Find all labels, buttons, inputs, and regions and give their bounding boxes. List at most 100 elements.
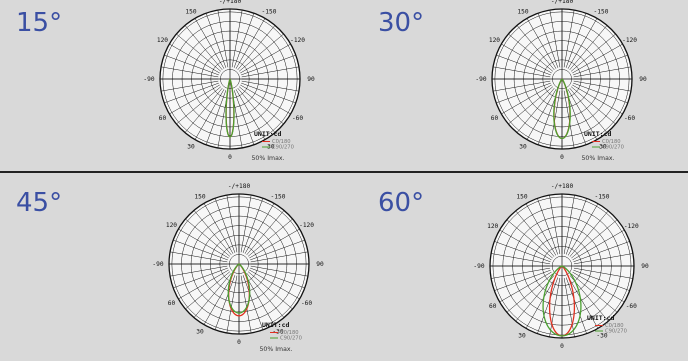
grid-spoke	[573, 66, 631, 78]
angle-label: 150	[185, 8, 196, 15]
grid-spoke	[173, 239, 228, 261]
beam-angle-label: 45°	[16, 188, 63, 218]
angle-label: 30	[519, 144, 527, 151]
angle-label: 60	[168, 300, 176, 307]
polar-chart: -/+1801501209060300-30-60-90-120-150UNIT…	[143, 0, 315, 162]
angle-label: -60	[624, 115, 635, 122]
angle-label: 0	[560, 154, 564, 161]
grid-spoke	[194, 89, 225, 140]
polar-chart: -/+1801501209060300-30-60-90-120-150UNIT…	[475, 0, 647, 162]
grid-spoke	[573, 241, 630, 263]
grid-spoke	[526, 89, 557, 140]
grid-spoke	[549, 195, 561, 254]
angle-label: 120	[166, 222, 177, 229]
grid-spoke	[570, 86, 616, 125]
grid-spoke	[194, 18, 225, 69]
legend-label: C0/180	[272, 139, 291, 145]
grid-spoke	[169, 43, 220, 74]
grid-spoke	[563, 90, 575, 148]
grid-spoke	[493, 80, 551, 92]
angle-label: -120	[624, 223, 639, 230]
grid-spoke	[214, 198, 236, 253]
angle-label: 90	[307, 76, 315, 83]
grid-spoke	[506, 273, 553, 313]
grid-spoke	[572, 43, 623, 74]
angle-label: 60	[489, 303, 497, 310]
grid-spoke	[571, 273, 618, 313]
angle-label: -90	[152, 261, 163, 268]
panel-divider	[0, 171, 688, 173]
legend-label: C90/270	[280, 336, 302, 342]
grid-spoke	[193, 272, 232, 318]
intensity-curve-c90-270	[553, 78, 571, 140]
angle-label: 30	[196, 329, 204, 336]
grid-spoke	[238, 33, 284, 72]
grid-spoke	[501, 84, 552, 115]
grid-spoke	[164, 54, 219, 76]
grid-spoke	[169, 84, 220, 115]
angle-label: 150	[194, 193, 205, 200]
grid-spoke	[217, 10, 229, 68]
grid-spoke	[185, 271, 231, 310]
beam-angle-label: 30°	[378, 8, 425, 38]
unit-label: UNIT:cd	[254, 130, 281, 138]
angle-label: -150	[262, 8, 277, 15]
grid-spoke	[494, 269, 551, 291]
grid-spoke	[246, 272, 285, 318]
grid-spoke	[573, 80, 631, 92]
grid-spoke	[572, 229, 625, 261]
legend-label: C0/180	[602, 139, 621, 145]
grid-spoke	[499, 271, 552, 303]
grid-spoke	[241, 80, 299, 92]
grid-spoke	[573, 82, 628, 104]
grid-spoke	[565, 198, 587, 255]
angle-label: 30	[187, 144, 195, 151]
grid-spoke	[567, 276, 599, 329]
grid-spoke	[170, 265, 228, 277]
grid-spoke	[184, 87, 223, 133]
grid-spoke	[247, 218, 293, 257]
angle-label: -30	[596, 332, 607, 339]
angle-label: -30	[595, 144, 606, 151]
grid-spoke	[515, 210, 555, 257]
grid-spoke	[250, 267, 305, 289]
grid-spoke	[161, 66, 219, 78]
grid-spoke	[567, 203, 599, 256]
grid-spoke	[525, 203, 557, 256]
grid-spoke	[572, 84, 623, 115]
beam-angle-label: 15°	[16, 8, 63, 38]
grid-spoke	[246, 210, 285, 256]
grid-spoke	[506, 219, 553, 259]
angle-label: -150	[594, 8, 609, 15]
grid-spoke	[161, 80, 219, 92]
legend-label: C90/270	[272, 145, 294, 151]
angle-label: -150	[595, 194, 610, 201]
grid-spoke	[240, 195, 252, 253]
intensity-curve-c90-270	[227, 263, 251, 314]
grid-spoke	[563, 195, 575, 254]
angle-label: 30	[518, 332, 526, 339]
grid-spoke	[235, 18, 266, 69]
grid-spoke	[226, 195, 238, 253]
grid-spoke	[242, 275, 264, 330]
grid-spoke	[233, 13, 255, 68]
angle-label: 90	[316, 261, 324, 268]
angle-label: 0	[237, 339, 241, 346]
grid-spoke	[185, 218, 231, 257]
grid-spoke	[496, 54, 551, 76]
chart-panel-60: 60° -/+180 150 120 90 60 30 0 -30 -60 -90 -120 -150…	[362, 180, 688, 360]
grid-spoke	[250, 265, 308, 277]
grid-spoke	[569, 25, 608, 71]
grid-spoke	[569, 87, 608, 133]
grid-spoke	[249, 269, 300, 300]
grid-spoke	[491, 267, 550, 279]
angle-label: -/+180	[219, 0, 242, 5]
grid-spoke	[164, 82, 219, 104]
grid-spoke	[572, 271, 625, 303]
grid-spoke	[573, 54, 628, 76]
angle-label: -/+180	[551, 0, 574, 5]
grid-spoke	[537, 13, 559, 68]
legend-label: C0/180	[280, 330, 299, 336]
grid-spoke	[242, 198, 264, 253]
angle-label: -30	[272, 329, 283, 336]
